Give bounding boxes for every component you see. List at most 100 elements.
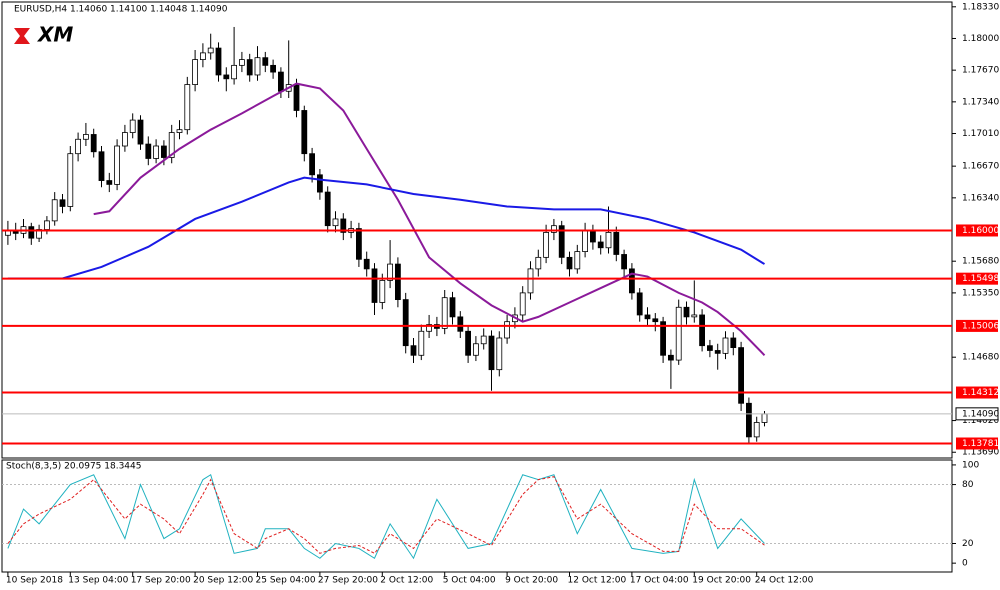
logo-mark: [14, 28, 30, 44]
level-label: 1.16000: [962, 226, 999, 236]
candle-body: [67, 153, 74, 207]
candle-body: [722, 337, 729, 354]
candle-body: [418, 330, 425, 356]
candle-body: [480, 335, 487, 345]
candle-body: [215, 47, 222, 76]
candle-body: [605, 231, 612, 249]
candle-body: [426, 324, 433, 332]
x-tick-label: 13 Sep 04:00: [68, 576, 128, 586]
y-tick-label: 100: [962, 460, 979, 470]
candle-body: [75, 138, 81, 155]
level-box: [956, 224, 998, 237]
candle-body: [691, 314, 698, 318]
candle-body: [496, 337, 503, 371]
candle-body: [488, 335, 495, 371]
candle-body: [301, 110, 308, 155]
candle-body: [753, 422, 760, 438]
candle-body: [551, 225, 557, 233]
x-tick-label: 17 Oct 04:00: [630, 576, 689, 586]
stoch-header: Stoch(8,3,5) 20.0975 18.3445: [6, 462, 141, 472]
candle-body: [238, 59, 245, 66]
x-tick-label: 27 Sep 20:00: [318, 576, 378, 586]
candle-body: [590, 230, 596, 243]
level-label: 1.15498: [962, 274, 999, 284]
x-tick-label: 9 Oct 20:00: [505, 576, 558, 586]
candle-body: [519, 292, 526, 316]
x-tick-label: 20 Sep 12:00: [193, 576, 253, 586]
candle-body: [621, 254, 627, 270]
candle-body: [613, 231, 620, 255]
candle-body: [465, 330, 472, 356]
candle-body: [316, 174, 323, 193]
candle-body: [394, 263, 401, 300]
candle-body: [44, 220, 50, 230]
candle-body: [558, 225, 565, 258]
candle-body: [277, 71, 284, 92]
stoch-line: [7, 473, 765, 560]
logo: XM: [36, 23, 73, 47]
x-tick-label: 19 Oct 20:00: [692, 576, 751, 586]
y-tick-label: 1.14680: [962, 353, 999, 363]
candle-body: [145, 143, 152, 159]
y-tick-label: 0: [962, 559, 968, 569]
candle-body: [402, 299, 409, 347]
x-tick-label: 25 Sep 04:00: [256, 576, 316, 586]
candle-body: [574, 251, 581, 270]
x-tick-label: 2 Oct 12:00: [380, 576, 433, 586]
moving-average: [7, 176, 766, 280]
candle-body: [254, 57, 261, 76]
y-tick-label: 1.16670: [962, 162, 999, 172]
candle-body: [153, 145, 160, 159]
candle-body: [176, 129, 183, 133]
candle-body: [168, 132, 175, 158]
x-tick-label: 12 Oct 12:00: [568, 576, 627, 586]
candle-body: [262, 57, 269, 66]
y-tick-label: 1.18330: [962, 2, 999, 12]
candle-body: [543, 231, 549, 258]
candle-body: [714, 350, 721, 354]
candle-body: [652, 318, 659, 323]
stoch-line: [7, 476, 765, 554]
y-tick-label: 20: [962, 539, 974, 549]
y-tick-label: 1.17010: [962, 129, 999, 139]
candle-body: [683, 306, 690, 318]
candle-body: [332, 218, 339, 227]
candle-body: [379, 279, 386, 303]
candle-body: [707, 345, 713, 351]
candle-body: [309, 153, 316, 176]
y-tick-label: 1.17340: [962, 97, 999, 107]
candle-body: [730, 337, 737, 349]
y-tick-label: 1.13690: [962, 448, 999, 458]
candle-body: [410, 345, 417, 356]
moving-average: [93, 82, 766, 356]
x-tick-label: 17 Sep 20:00: [131, 576, 191, 586]
candle-body: [597, 241, 604, 249]
y-tick-label: 1.14020: [962, 416, 999, 426]
candle-body: [137, 119, 144, 145]
level-box: [956, 272, 998, 285]
candle-body: [761, 413, 768, 423]
candle-body: [223, 74, 230, 80]
candle-body: [28, 226, 35, 239]
candle-body: [636, 292, 643, 316]
candle-body: [231, 64, 238, 80]
candle-body: [199, 52, 206, 61]
candle-body: [457, 316, 464, 332]
candle-body: [582, 230, 588, 252]
candle-body: [184, 84, 191, 131]
x-tick-label: 24 Oct 12:00: [755, 576, 814, 586]
level-label: 1.15006: [962, 321, 999, 331]
candle-body: [246, 59, 253, 76]
price-header: EURUSD,H4 1.14060 1.14100 1.14048 1.1409…: [14, 5, 228, 15]
y-tick-label: 1.18000: [962, 34, 999, 44]
level-box: [956, 386, 998, 399]
candle-body: [472, 343, 479, 356]
candle-body: [192, 59, 199, 85]
candle-body: [371, 268, 378, 303]
y-tick-label: 1.15680: [962, 257, 999, 267]
current-price-label: 1.14090: [962, 409, 999, 419]
y-tick-label: 1.15350: [962, 288, 999, 298]
candle-body: [355, 228, 362, 260]
candle-body: [90, 134, 97, 153]
stoch-panel: [1, 459, 953, 573]
